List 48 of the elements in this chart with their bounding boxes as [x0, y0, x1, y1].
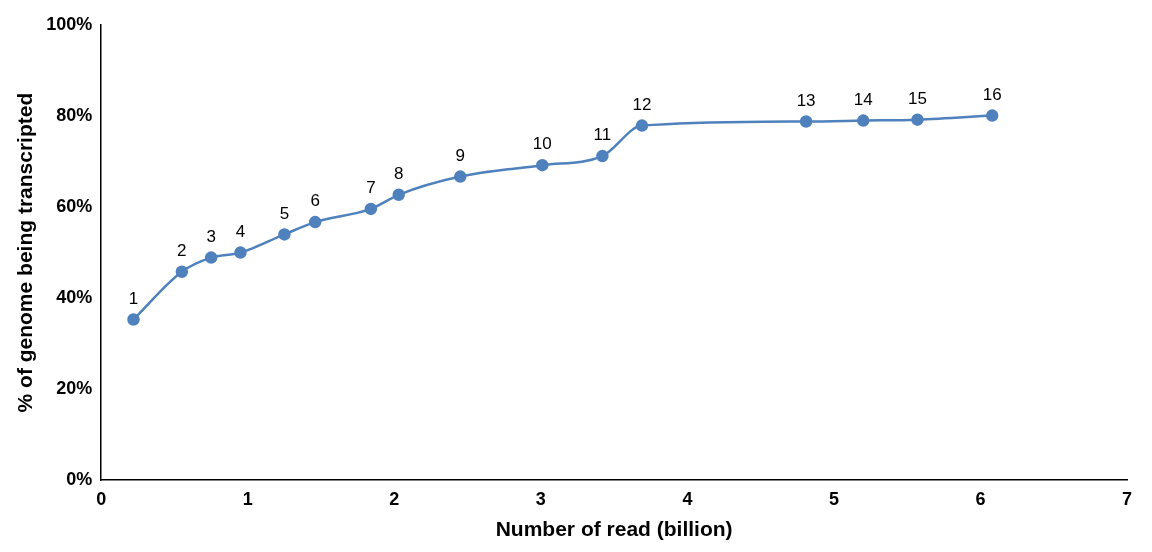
point [234, 246, 247, 259]
point [364, 202, 378, 216]
annotation: 10 [532, 134, 552, 154]
annotation: 16 [982, 84, 1002, 104]
annotation: 6 [310, 191, 320, 211]
point [127, 313, 140, 326]
point [278, 228, 291, 241]
x-tick-label: 5 [828, 488, 839, 509]
x-axis-title: Number of read (billion) [495, 517, 733, 541]
annotation: 2 [177, 240, 187, 260]
point [536, 158, 549, 172]
y-tick-label: 40% [56, 287, 93, 308]
annotation: 12 [632, 94, 652, 114]
y-tick-label: 80% [56, 105, 93, 126]
annotation: 15 [907, 88, 927, 108]
x-tick-label: 4 [682, 488, 693, 509]
point [635, 119, 649, 132]
point [392, 188, 405, 202]
point [175, 265, 189, 278]
y-tick-label: 60% [56, 196, 93, 217]
point [204, 251, 218, 264]
point [856, 114, 870, 127]
annotation: 11 [593, 125, 612, 145]
annotation: 14 [853, 89, 873, 109]
annotation: 5 [279, 203, 290, 223]
x-tick-label: 0 [96, 488, 107, 509]
y-tick-label: 20% [56, 378, 93, 399]
point [308, 215, 322, 229]
y-tick-label: 0% [66, 469, 93, 490]
annotation: 3 [206, 226, 216, 246]
annotation: 13 [796, 90, 816, 110]
annotation: 7 [366, 178, 376, 198]
x-tick-label: 2 [389, 488, 400, 509]
point [985, 109, 999, 122]
point [596, 149, 609, 163]
y-axis-title: % of genome being transcripted [13, 92, 37, 413]
y-tick-label: 100% [46, 13, 93, 34]
annotation: 9 [455, 145, 465, 165]
x-tick-label: 6 [975, 488, 986, 509]
annotation: 8 [393, 163, 404, 183]
point [799, 115, 813, 128]
x-tick-label: 1 [242, 488, 253, 509]
annotation: 4 [235, 221, 246, 241]
point [911, 113, 924, 126]
annotation: 1 [128, 288, 139, 308]
x-tick-label: 7 [1121, 488, 1133, 509]
point [454, 170, 467, 183]
x-tick-label: 3 [535, 488, 546, 509]
